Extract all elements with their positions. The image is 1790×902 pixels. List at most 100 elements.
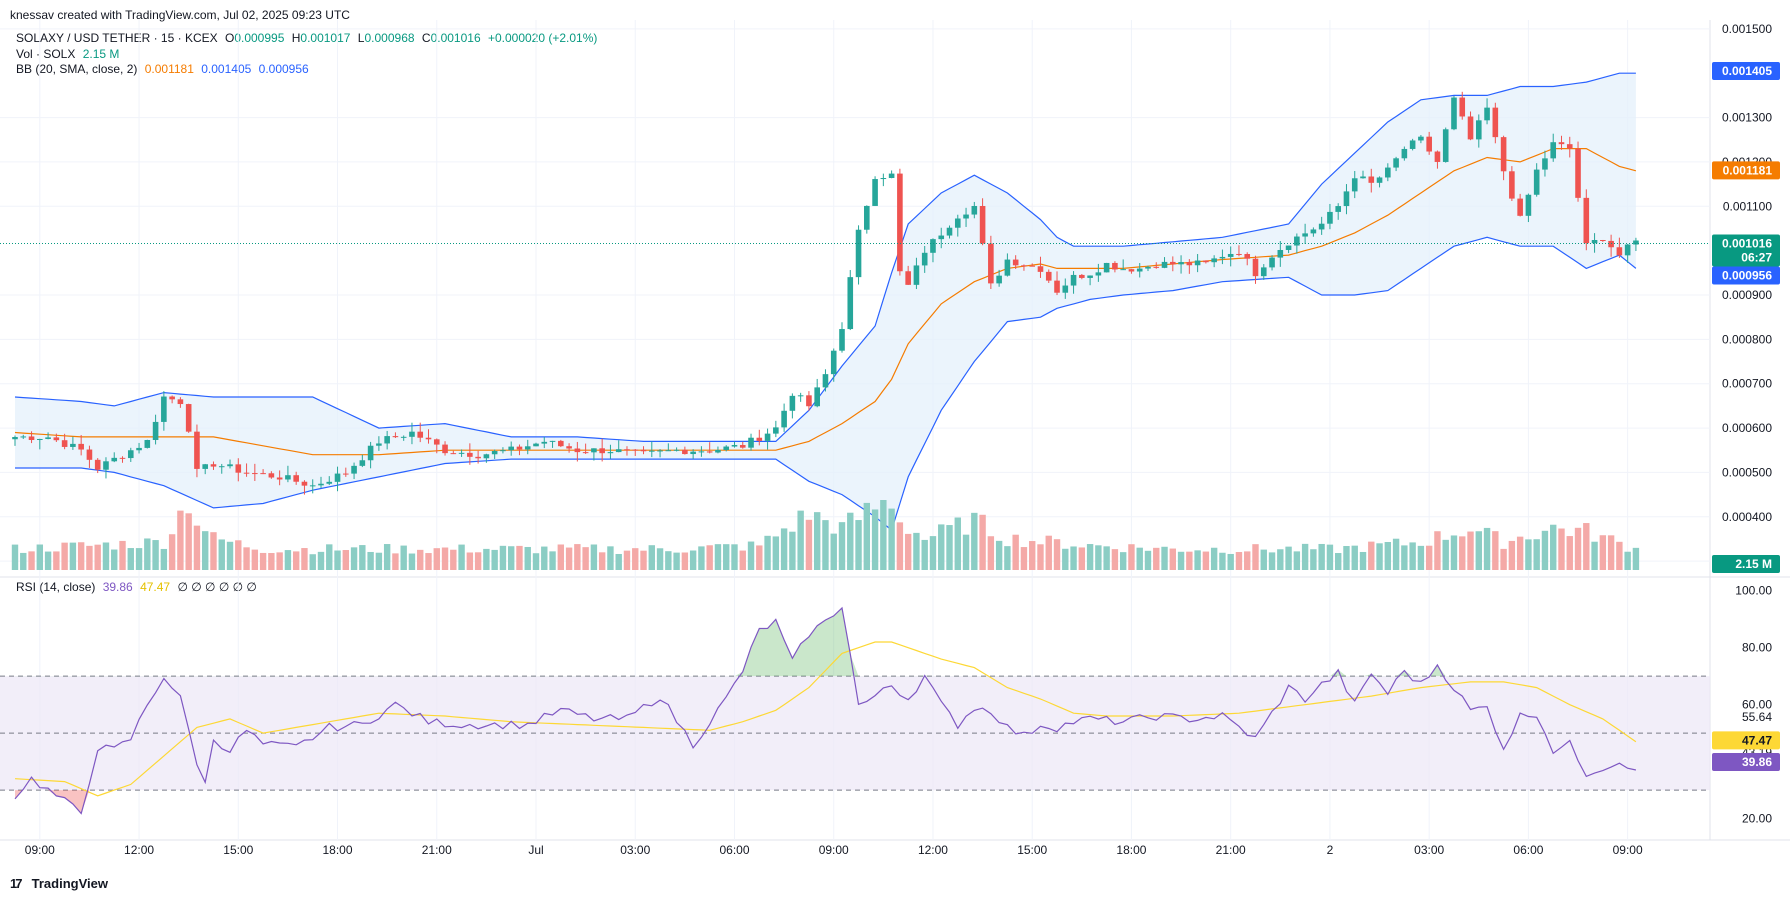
volume-bar: [1301, 543, 1309, 570]
candle-body: [119, 457, 126, 459]
candle-body: [326, 481, 333, 484]
volume-bar: [1343, 546, 1350, 570]
candle-body: [748, 437, 754, 448]
candle-body: [822, 374, 829, 388]
volume-bar: [665, 551, 672, 570]
candle-body: [475, 456, 481, 459]
volume-bar: [28, 551, 35, 570]
candle-body: [839, 329, 845, 351]
volume-bar: [1111, 549, 1119, 570]
candle-body: [1103, 262, 1110, 273]
volume-bar: [598, 552, 606, 570]
volume-bar: [1144, 550, 1152, 570]
candle-body: [582, 452, 589, 454]
rsi-extra-values: ∅ ∅ ∅ ∅ ∅ ∅: [177, 580, 257, 594]
candle-body: [979, 205, 986, 244]
volume-bar: [20, 552, 27, 570]
volume-bar: [1574, 527, 1582, 570]
time-tick-label: 06:00: [1513, 843, 1543, 857]
volume-bar: [1483, 527, 1491, 570]
volume-bar: [168, 534, 176, 570]
candle-body: [1087, 275, 1093, 278]
time-tick-label: 09:00: [1613, 843, 1643, 857]
volume-bar: [119, 540, 126, 570]
volume-bar: [11, 544, 19, 570]
volume-legend: Vol · SOLX 2.15 M: [16, 47, 123, 61]
bb-label[interactable]: BB (20, SMA, close, 2): [16, 62, 138, 76]
volume-bar: [1409, 542, 1416, 570]
volume-bar: [1599, 535, 1607, 570]
volume-bar: [1392, 538, 1400, 570]
volume-bar: [1219, 552, 1226, 570]
rsi-label[interactable]: RSI (14, close): [16, 580, 96, 594]
symbol-label[interactable]: SOLAXY / USD TETHER · 15 · KCEX: [16, 31, 218, 45]
volume-bar: [946, 525, 953, 570]
volume-bar: [1335, 553, 1342, 570]
volume-bar: [508, 546, 515, 570]
price-tick-label: 0.000600: [1722, 421, 1772, 435]
volume-bar: [77, 542, 85, 570]
candle-body: [1136, 268, 1143, 272]
volume-bar: [210, 532, 217, 570]
candle-body: [1004, 259, 1011, 276]
volume-bar: [1459, 536, 1466, 570]
symbol-legend: SOLAXY / USD TETHER · 15 · KCEX O0.00099…: [16, 31, 598, 45]
volume-bar: [549, 551, 556, 570]
volume-bar: [1550, 524, 1557, 570]
candle-body: [94, 459, 101, 470]
price-tick-label: 0.001300: [1722, 111, 1772, 125]
rsi-ma-badge: [1712, 731, 1780, 750]
volume-bar: [896, 522, 904, 570]
candle-body: [508, 446, 514, 451]
volume-bar: [491, 549, 498, 570]
candle-body: [1112, 262, 1118, 270]
candle-body: [367, 445, 374, 461]
candle-body: [309, 485, 316, 487]
volume-bar: [1368, 541, 1375, 570]
volume-bar: [1516, 536, 1524, 570]
volume-bar: [640, 550, 647, 570]
volume-bar: [1508, 540, 1516, 570]
volume-bar: [590, 544, 598, 570]
volume-bar: [1417, 545, 1425, 570]
volume-label[interactable]: Vol · SOLX: [16, 47, 76, 61]
volume-bar: [962, 534, 970, 570]
candle-body: [1294, 236, 1300, 246]
tradingview-logo[interactable]: 17 TradingView: [10, 876, 108, 891]
price-tick-label: 0.000900: [1722, 288, 1772, 302]
price-tick-label: 0.001100: [1723, 199, 1772, 213]
candle-body: [566, 446, 572, 449]
volume-bar: [557, 544, 565, 570]
candle-body: [781, 410, 787, 428]
volume-bar: [805, 519, 813, 570]
volume-bar: [202, 531, 209, 570]
volume-bar: [756, 545, 763, 570]
candle-body: [1227, 253, 1234, 257]
candle-body: [640, 449, 647, 452]
volume-bar: [880, 500, 887, 570]
candle-body: [392, 436, 399, 438]
candle-body: [764, 433, 771, 441]
candle-body: [1029, 265, 1036, 267]
candle-body: [1376, 177, 1383, 183]
bb-basis-value: 0.001181: [144, 62, 194, 76]
candle-body: [756, 437, 763, 441]
volume-bar: [1624, 551, 1631, 570]
candle-body: [467, 452, 473, 457]
volume-bar: [1492, 531, 1499, 570]
volume-bar: [797, 510, 804, 570]
volume-bar: [317, 551, 325, 570]
volume-bar: [1359, 551, 1367, 570]
volume-bar: [995, 540, 1003, 570]
volume-bar: [276, 552, 283, 570]
volume-bar: [723, 544, 730, 570]
candle-body: [318, 483, 324, 486]
candle-body: [1608, 240, 1614, 248]
volume-bar: [582, 547, 589, 570]
volume-bar: [284, 550, 292, 570]
candle-body: [1542, 158, 1548, 170]
time-tick-label: 09:00: [25, 843, 55, 857]
volume-bar: [681, 552, 689, 570]
volume-bar: [929, 536, 937, 570]
